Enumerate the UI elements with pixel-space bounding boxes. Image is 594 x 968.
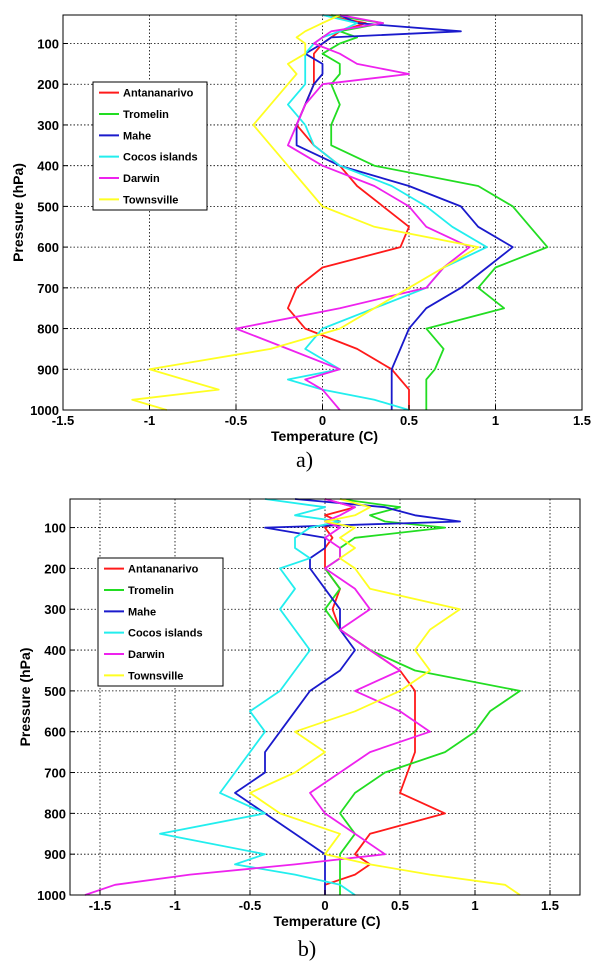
y-tick-label: 1000 — [37, 888, 66, 903]
x-axis-label: Temperature (C) — [273, 913, 380, 929]
legend-label: Cocos islands — [128, 628, 203, 640]
x-tick-label: 0 — [321, 898, 328, 913]
legend-label: Townsville — [123, 194, 178, 206]
series-line-mahe — [295, 14, 514, 410]
series-line-tromelin — [321, 14, 549, 410]
y-tick-label: 1000 — [30, 403, 59, 418]
y-tick-label: 800 — [37, 322, 59, 337]
y-tick-label: 900 — [44, 847, 66, 862]
legend-box — [97, 557, 224, 687]
x-tick-label: -1 — [169, 898, 181, 913]
series-line-darwin — [235, 14, 471, 411]
x-tick-label: 0.5 — [391, 898, 409, 913]
y-tick-label: 300 — [37, 118, 59, 133]
x-axis-label: Temperature (C) — [271, 428, 378, 444]
legend-label: Darwin — [128, 649, 165, 661]
x-tick-label: 1.5 — [541, 898, 559, 913]
x-tick-label: -0.5 — [225, 413, 247, 428]
y-tick-label: 600 — [37, 240, 59, 255]
legend-label: Cocos islands — [123, 152, 198, 164]
series-line-cocos-islands — [159, 498, 356, 896]
legend-label: Tromelin — [123, 109, 169, 121]
x-tick-label: 0 — [319, 413, 326, 428]
y-axis-label: Pressure (hPa) — [17, 648, 33, 747]
y-tick-label: 500 — [44, 684, 66, 699]
y-tick-label: 400 — [37, 159, 59, 174]
y-tick-label: 300 — [44, 602, 66, 617]
panel-b: -1.5 -1 -0.5 0 0.5 1 1.5 100 200 300 400 500 600 700 8… — [17, 498, 581, 961]
x-tick-label: 1 — [471, 898, 478, 913]
series-line-darwin — [84, 498, 431, 896]
series-line-antananarivo — [286, 14, 410, 410]
legend-label: Darwin — [123, 173, 160, 185]
series-line-townsville — [131, 14, 480, 411]
y-tick-label: 100 — [44, 521, 66, 536]
y-axis-label: Pressure (hPa) — [10, 163, 26, 262]
x-tick-label: -1 — [144, 413, 156, 428]
y-tick-label: 400 — [44, 643, 66, 658]
legend-label: Mahe — [123, 130, 151, 142]
x-tick-label: -1.5 — [89, 898, 111, 913]
y-tick-label: 200 — [37, 77, 59, 92]
series-line-mahe — [234, 498, 461, 895]
y-tick-label: 500 — [37, 199, 59, 214]
series-line-townsville — [249, 498, 521, 896]
legend-label: Antananarivo — [128, 564, 199, 576]
x-tick-label: 1.5 — [573, 413, 591, 428]
y-tick-label: 700 — [44, 766, 66, 781]
y-tick-label: 200 — [44, 561, 66, 576]
legend-label: Tromelin — [128, 585, 174, 597]
panel-label: b) — [298, 936, 316, 961]
legend-label: Townsville — [128, 670, 183, 682]
y-tick-label: 700 — [37, 281, 59, 296]
y-tick-label: 100 — [37, 37, 59, 52]
x-tick-label: 1 — [492, 413, 499, 428]
x-tick-label: 0.5 — [400, 413, 418, 428]
legend-label: Mahe — [128, 606, 156, 618]
panel-a: -1.5 -1 -0.5 0 0.5 1 1.5 100 200 300 400 500 600 700 8… — [10, 14, 591, 472]
y-tick-label: 800 — [44, 806, 66, 821]
legend-label: Antananarivo — [123, 88, 194, 100]
series-line-cocos-islands — [286, 14, 488, 411]
panel-label: a) — [296, 447, 313, 472]
x-tick-label: -1.5 — [52, 413, 74, 428]
y-tick-label: 600 — [44, 725, 66, 740]
series-line-tromelin — [324, 498, 521, 895]
y-tick-label: 900 — [37, 362, 59, 377]
x-tick-label: -0.5 — [239, 898, 261, 913]
legend-box — [92, 81, 208, 211]
